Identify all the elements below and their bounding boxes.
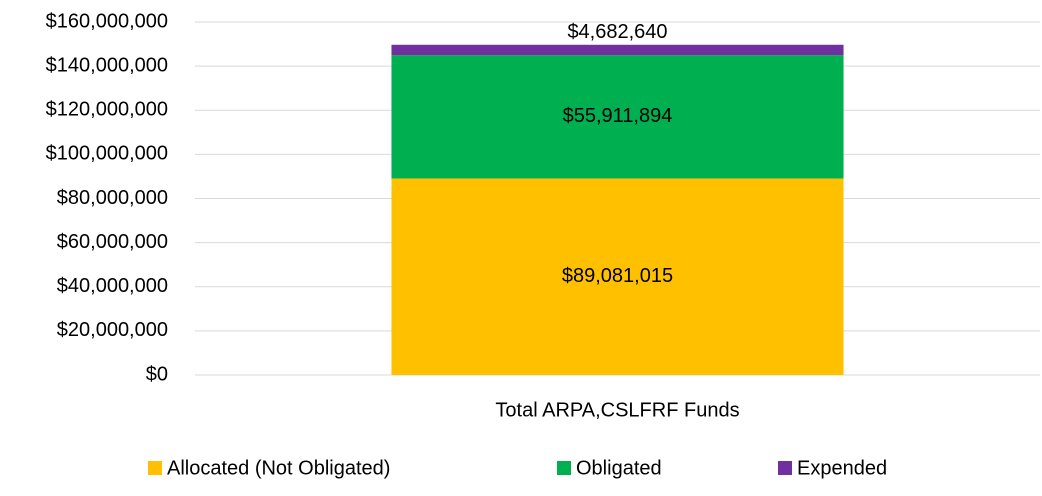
legend-label: Obligated [576, 457, 662, 479]
legend-label: Expended [797, 457, 887, 479]
data-label: $89,081,015 [562, 265, 673, 287]
bar-segment [391, 44, 844, 56]
x-tick-label: Total ARPA,CSLFRF Funds [495, 399, 739, 421]
data-label: $4,682,640 [567, 21, 667, 43]
legend-swatch [148, 461, 162, 475]
legend-swatch [557, 461, 571, 475]
y-tick-label: $160,000,000 [46, 10, 168, 32]
y-tick-label: $120,000,000 [46, 99, 168, 121]
bar-segment [391, 178, 844, 375]
y-tick-label: $40,000,000 [57, 275, 168, 297]
y-tick-label: $140,000,000 [46, 54, 168, 76]
y-tick-label: $60,000,000 [57, 231, 168, 253]
y-tick-label: $80,000,000 [57, 187, 168, 209]
y-tick-label: $20,000,000 [57, 319, 168, 341]
data-label: $55,911,894 [563, 105, 673, 127]
legend-swatch [778, 461, 792, 475]
legend-label: Allocated (Not Obligated) [167, 457, 390, 479]
bar-segment [391, 55, 844, 179]
y-tick-label: $0 [146, 363, 168, 385]
y-tick-label: $100,000,000 [46, 143, 168, 165]
